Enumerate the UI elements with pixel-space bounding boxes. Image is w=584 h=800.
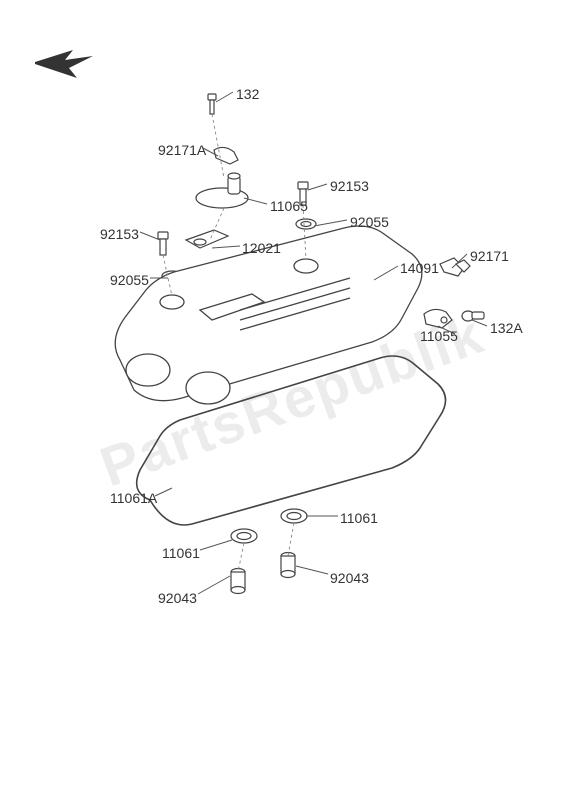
part-bolt-132 <box>208 94 216 114</box>
part-seal-92055-left <box>162 271 182 281</box>
diagram-svg <box>0 0 584 800</box>
callout-label: 132 <box>236 86 259 102</box>
part-seal-92055-top <box>296 219 316 229</box>
part-pin-92043-left <box>231 569 245 594</box>
callout-label: 92055 <box>350 214 389 230</box>
callout-label: 92153 <box>100 226 139 242</box>
callout-label: 12021 <box>242 240 281 256</box>
part-gasket-11061-left <box>231 529 257 543</box>
part-clamp-92171 <box>440 258 470 276</box>
callout-label: 92171A <box>158 142 206 158</box>
callout-label: 132A <box>490 320 523 336</box>
part-plate-12021 <box>186 230 228 248</box>
alignment-lines <box>163 114 306 572</box>
part-clamp-92171A <box>214 147 238 164</box>
part-bracket-11055 <box>424 309 452 328</box>
callout-label: 11061 <box>340 510 378 526</box>
callout-label: 14091 <box>400 260 439 276</box>
part-cap-11065 <box>196 173 248 208</box>
part-bolt-132A <box>462 311 484 321</box>
arrow-indicator-icon <box>35 50 95 95</box>
callout-label: 92153 <box>330 178 369 194</box>
part-bolt-92153-left <box>158 232 168 255</box>
callout-label: 92043 <box>330 570 369 586</box>
callout-label: 11065 <box>270 198 308 214</box>
callout-label: 92055 <box>110 272 149 288</box>
callout-label: 11061 <box>162 545 200 561</box>
part-gasket-11061-right <box>281 509 307 523</box>
callout-label: 92043 <box>158 590 197 606</box>
part-gasket-11061A <box>137 356 446 525</box>
callout-label: 11055 <box>420 328 458 344</box>
callout-label: 92171 <box>470 248 509 264</box>
callout-label: 11061A <box>110 490 157 506</box>
part-pin-92043-right <box>281 553 295 578</box>
